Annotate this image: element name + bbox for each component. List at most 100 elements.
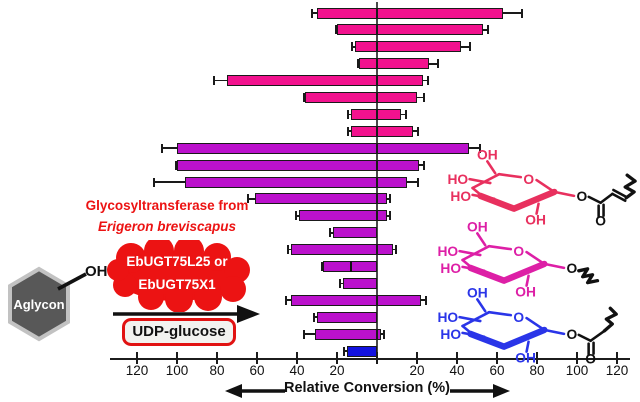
bar-divider [350, 261, 352, 272]
error-bar [347, 113, 353, 116]
bar-left [359, 58, 377, 70]
axis-tick [336, 352, 338, 364]
bar-left [317, 311, 377, 323]
error-bar-cap [347, 126, 349, 136]
svg-text:O: O [513, 310, 524, 325]
error-bar [417, 164, 423, 166]
svg-text:O: O [595, 213, 606, 226]
bar-left [255, 193, 377, 205]
error-bar-cap [339, 278, 341, 288]
error-bar-cap [357, 59, 359, 69]
squiggle-bond-icon [623, 173, 637, 200]
substrate-oh-label: OH [85, 263, 108, 280]
axis-tick-label: 40 [289, 363, 305, 378]
axis-tick [416, 352, 418, 364]
error-bar [467, 147, 479, 150]
error-bar [213, 79, 229, 82]
axis-tick-label: 60 [249, 363, 265, 378]
svg-text:HO: HO [440, 261, 461, 276]
bar-right [377, 41, 461, 53]
error-bar-cap [335, 25, 337, 35]
error-bar-cap [321, 262, 323, 271]
bar-left [177, 159, 377, 171]
svg-text:OH: OH [525, 212, 546, 226]
enzyme-source-text-line2: Erigeron breviscapus [97, 219, 237, 234]
squiggle-bond-icon [577, 267, 600, 285]
bar-right [377, 294, 421, 306]
bar-left [315, 328, 377, 340]
axis-tick [616, 352, 618, 364]
bar-right [377, 92, 417, 103]
bar-left [305, 92, 377, 103]
error-bar-cap [417, 177, 419, 187]
error-bar [351, 45, 357, 48]
bar-left [227, 75, 377, 87]
error-bar-cap [303, 329, 305, 339]
error-bar-cap [479, 143, 481, 153]
error-bar [247, 198, 257, 200]
error-bar [329, 231, 335, 234]
axis-tick-label: 20 [329, 363, 345, 378]
bar-left [343, 277, 377, 289]
bar-right [377, 244, 393, 256]
svg-text:OH: OH [515, 350, 536, 364]
hydroxyl-bond-icon [57, 272, 87, 291]
x-axis-title: Relative Conversion (%) [284, 380, 450, 396]
bar-right [377, 176, 407, 188]
error-bar [343, 350, 349, 352]
error-bar-cap [389, 211, 391, 221]
error-bar [385, 198, 389, 200]
error-bar-cap [329, 228, 331, 238]
axis-tick-label: 80 [529, 363, 545, 378]
svg-text:HO: HO [440, 327, 461, 342]
axis-tick [256, 352, 258, 364]
axis-tick [536, 352, 538, 364]
enzyme-cloud-icon [107, 240, 250, 312]
bar-right [377, 24, 483, 36]
error-bar [399, 113, 405, 116]
error-bar [285, 299, 293, 302]
error-bar [405, 181, 417, 183]
error-bar-cap [417, 126, 419, 136]
error-bar [391, 248, 395, 251]
reaction-arrow-icon [113, 305, 260, 323]
bar-right [377, 210, 387, 222]
error-bar-cap [405, 109, 407, 119]
error-bar [427, 62, 437, 65]
svg-text:O: O [523, 172, 534, 187]
bar-left [351, 125, 377, 137]
enzyme-source-text-line1: Glycosyltransferase from [85, 198, 249, 213]
axis-tick-label: 80 [209, 363, 225, 378]
svg-text:OH: OH [477, 148, 498, 162]
error-bar-cap [303, 93, 305, 102]
bar-right [377, 328, 381, 340]
bar-right [377, 75, 423, 87]
svg-text:HO: HO [450, 189, 471, 204]
error-bar [295, 214, 301, 217]
error-bar [419, 299, 425, 302]
error-bar-cap [287, 245, 289, 255]
svg-text:HO: HO [447, 172, 468, 187]
axis-tick [456, 352, 458, 364]
axis-tick-label: 20 [409, 363, 425, 378]
aglycon-hexagon-icon [8, 266, 70, 342]
error-bar [459, 45, 469, 48]
bar-left [185, 176, 377, 188]
error-bar-cap [427, 76, 429, 86]
axis-tick [136, 352, 138, 364]
bar-right [377, 159, 419, 171]
glucose-ester-structure: OH HO HO OH O O O [437, 286, 618, 364]
enzyme-name-line2: EbUGT75X1 [138, 277, 216, 292]
error-bar-cap [423, 160, 425, 170]
error-bar-cap [175, 160, 177, 170]
error-bar-cap [285, 295, 287, 305]
enzyme-name-line1: EbUGT75L25 or [126, 254, 228, 269]
error-bar-cap [161, 143, 163, 153]
svg-text:O: O [567, 327, 578, 342]
bar-left [291, 294, 377, 306]
error-bar [313, 316, 319, 319]
axis-tick-label: 100 [165, 363, 189, 378]
error-bar-cap [395, 245, 397, 255]
bar-right [377, 7, 503, 19]
